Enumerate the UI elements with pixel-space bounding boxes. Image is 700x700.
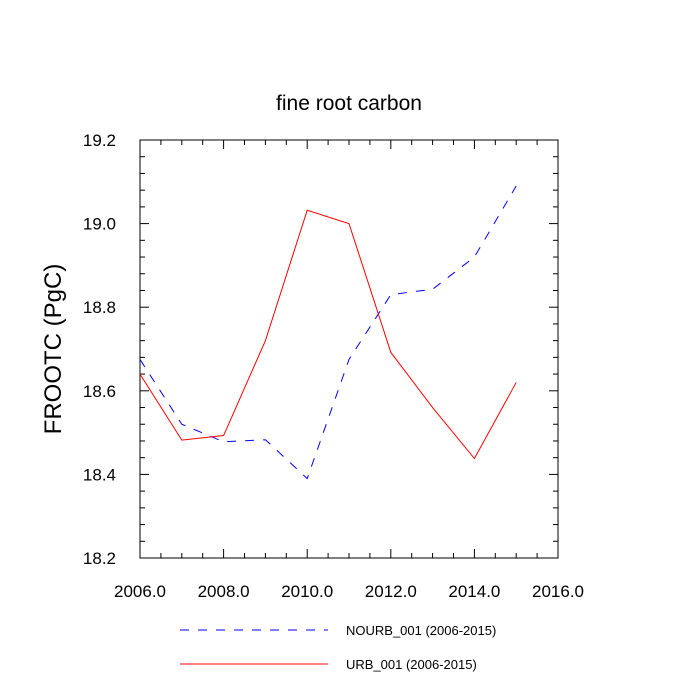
legend-label-1: URB_001 (2006-2015) xyxy=(346,657,477,672)
y-tick-label: 18.6 xyxy=(83,382,116,401)
x-tick-label: 2016.0 xyxy=(532,582,584,601)
y-axis-label: FROOTC (PgC) xyxy=(40,264,67,435)
chart-title: fine root carbon xyxy=(276,92,422,115)
series-lines xyxy=(139,185,517,480)
y-tick-label: 19.0 xyxy=(83,215,116,234)
x-tick-label: 2014.0 xyxy=(448,582,500,601)
y-tick-label: 18.4 xyxy=(83,465,116,484)
plot-frame xyxy=(139,139,559,559)
x-tick-label: 2006.0 xyxy=(114,582,166,601)
x-tick-label: 2010.0 xyxy=(281,582,333,601)
legend-label-0: NOURB_001 (2006-2015) xyxy=(346,623,496,638)
x-tick-label: 2008.0 xyxy=(198,582,250,601)
legend: NOURB_001 (2006-2015) URB_001 (2006-2015) xyxy=(180,623,496,672)
series-line-0 xyxy=(139,185,517,480)
y-tick-label: 18.8 xyxy=(83,298,116,317)
series-line-1 xyxy=(139,209,517,460)
x-tick-label: 2012.0 xyxy=(365,582,417,601)
y-tick-label: 18.2 xyxy=(83,549,116,568)
y-tick-label: 19.2 xyxy=(83,131,116,150)
axis-ticks: 2006.0 2008.0 2010.0 2012.0 2014.0 2016.0 18.2… xyxy=(83,131,584,601)
